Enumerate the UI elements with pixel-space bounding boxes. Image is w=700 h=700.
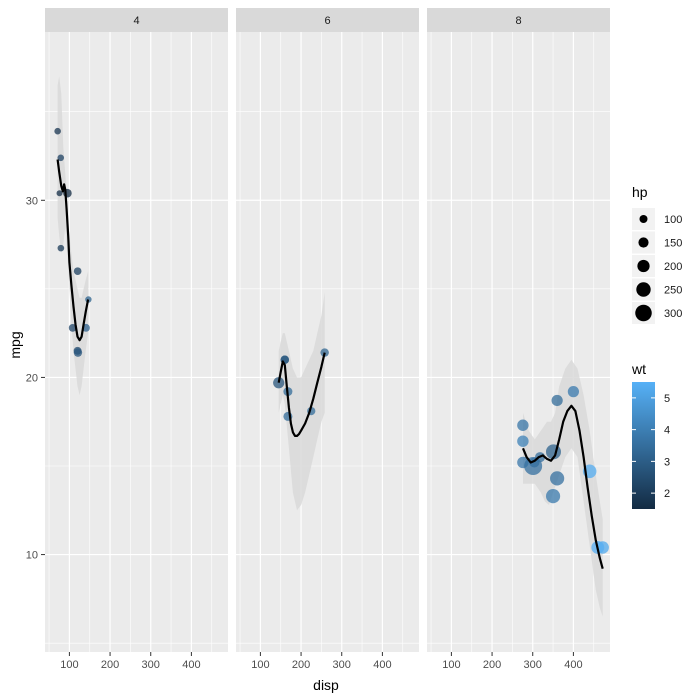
data-point — [524, 457, 543, 475]
x-tick-label: 100 — [60, 659, 78, 671]
data-point — [57, 244, 65, 252]
color-legend-label: 4 — [664, 425, 670, 437]
facet-panel-4: 4 — [45, 8, 228, 652]
size-legend-label: 100 — [664, 214, 682, 226]
data-point — [73, 348, 83, 357]
data-points — [54, 127, 92, 357]
size-legend-label: 250 — [664, 285, 682, 297]
facet-strip — [236, 8, 419, 32]
facet-panels: 4 6 8 — [45, 8, 610, 652]
size-legend-title: hp — [632, 184, 648, 200]
data-point — [567, 385, 580, 398]
data-point — [550, 471, 565, 486]
size-legend-label: 150 — [664, 238, 682, 250]
color-legend: 2 3 4 5 — [632, 382, 670, 509]
color-legend-label: 2 — [664, 488, 670, 500]
confidence-ribbon — [523, 359, 603, 617]
data-points — [517, 385, 609, 554]
panel-background — [45, 32, 228, 652]
y-axis: 10 20 30 — [26, 195, 45, 562]
x-tick-label: 300 — [524, 659, 542, 671]
panel-background — [427, 32, 610, 652]
x-axis-6: 100 200 300 400 — [251, 652, 392, 671]
x-tick-label: 200 — [483, 659, 501, 671]
y-tick-label: 20 — [26, 372, 38, 384]
x-tick-label: 300 — [333, 659, 351, 671]
size-legend-label: 200 — [664, 261, 682, 273]
smooth-line — [56, 159, 90, 342]
data-point — [73, 267, 82, 275]
size-legend-symbol — [637, 259, 650, 273]
facet-panel-8: 8 — [427, 8, 610, 652]
data-point — [56, 190, 63, 197]
smooth-line — [277, 352, 326, 437]
color-legend-label: 5 — [664, 393, 670, 405]
facet-strip — [45, 8, 228, 32]
data-point — [551, 394, 563, 407]
data-point — [273, 377, 285, 389]
x-tick-label: 300 — [142, 659, 160, 671]
facet-strip — [427, 8, 610, 32]
x-tick-label: 100 — [251, 659, 269, 671]
y-tick-label: 10 — [26, 550, 38, 562]
data-point — [517, 435, 529, 447]
confidence-ribbon — [57, 76, 89, 396]
x-tick-label: 200 — [292, 659, 310, 671]
smooth-line — [521, 404, 604, 569]
data-point — [545, 489, 561, 504]
data-point — [68, 323, 77, 332]
size-legend-symbol — [635, 304, 652, 322]
x-tick-label: 100 — [442, 659, 460, 671]
x-axis-4: 100 200 300 400 — [60, 652, 201, 671]
legends: hp 100 150 200 250 300 wt 2 3 4 5 — [631, 184, 682, 509]
size-legend-symbol — [638, 237, 649, 248]
panel-background — [236, 32, 419, 652]
x-tick-label: 400 — [373, 659, 391, 671]
data-point — [517, 419, 529, 431]
x-axis-8: 100 200 300 400 — [442, 652, 583, 671]
y-axis-label: mpg — [7, 331, 23, 358]
facet-strip-label: 6 — [324, 15, 330, 27]
size-legend-label: 300 — [664, 308, 682, 320]
confidence-ribbon — [278, 292, 325, 511]
x-tick-label: 400 — [564, 659, 582, 671]
x-tick-label: 200 — [101, 659, 119, 671]
facet-strip-label: 4 — [133, 15, 139, 27]
x-axis-label: disp — [313, 677, 339, 693]
gridlines — [45, 32, 228, 652]
size-legend-symbol — [639, 214, 648, 224]
x-axes: 100 200 300 400 100 200 300 400 100 200 300 400 — [60, 652, 583, 671]
x-tick-label: 400 — [182, 659, 200, 671]
facet-panel-6: 6 — [236, 8, 419, 652]
facet-strip-label: 8 — [515, 15, 521, 27]
color-bar — [632, 382, 655, 509]
color-legend-label: 3 — [664, 456, 670, 468]
gridlines — [236, 32, 419, 652]
data-point — [57, 154, 65, 162]
color-legend-title: wt — [631, 361, 646, 377]
data-point — [54, 127, 61, 135]
size-legend: 100 150 200 250 300 — [632, 208, 682, 324]
y-tick-label: 30 — [26, 195, 38, 207]
size-legend-symbol — [636, 282, 651, 297]
